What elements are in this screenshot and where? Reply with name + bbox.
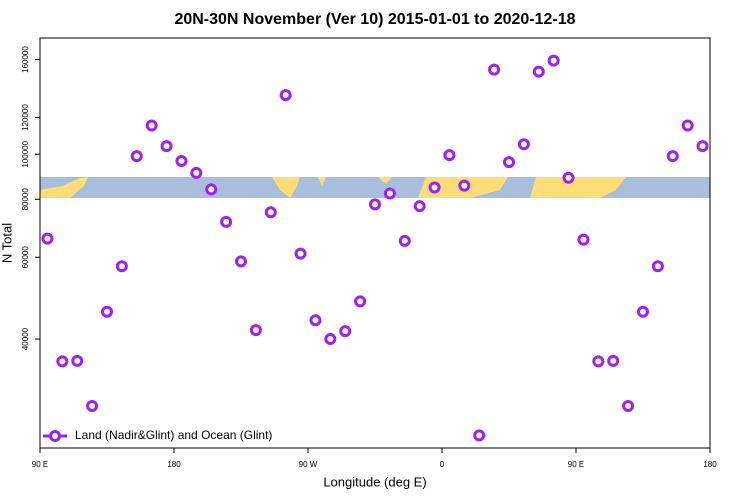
land [318,177,326,186]
point [443,149,456,162]
point [651,260,664,273]
point [190,166,203,179]
point [458,179,471,192]
point [681,119,694,132]
land [378,177,392,184]
point [383,187,396,200]
y-tick-label: 160000 [21,46,30,73]
point [71,354,84,367]
point [622,399,635,412]
y-axis-label: N Total [0,223,14,263]
point [101,305,113,318]
point [339,325,352,338]
x-tick-label: 90 E [568,460,584,469]
point [130,150,143,163]
x-tick-label: 90 W [299,460,318,469]
point [562,171,575,184]
point [517,138,530,151]
point [324,333,337,346]
point [235,255,247,268]
point [249,324,262,337]
point [294,247,307,260]
land [530,177,626,198]
y-tick-label: 40000 [21,327,30,350]
point [413,200,426,213]
point [398,234,411,247]
point [532,65,545,78]
point [354,295,367,308]
x-tick-label: 0 [440,460,445,469]
point [577,233,590,246]
point [56,355,69,368]
x-tick-label: 180 [703,460,717,469]
legend-label: Land (Nadir&Glint) and Ocean (Glint) [75,428,272,442]
y-tick-label: 100000 [21,140,30,167]
y-tick-label: 120000 [21,104,30,131]
point [428,181,441,194]
point [547,54,560,67]
point [503,156,515,169]
x-tick-label: 90 E [32,460,48,469]
point [696,140,709,153]
legend-marker [49,430,61,442]
x-axis-label: Longitude (deg E) [323,474,426,489]
point [279,89,292,102]
point [160,140,173,153]
point [115,260,128,273]
point [607,354,620,367]
plot-frame [39,37,711,449]
point [264,206,277,219]
map-band [40,177,710,198]
point [145,119,158,132]
point [220,215,233,228]
point [473,429,486,442]
point [175,155,188,168]
point [41,232,54,245]
point [666,150,679,163]
point [369,198,381,211]
x-tick-label: 180 [167,460,181,469]
point [592,355,605,368]
point [488,63,501,76]
land [40,177,88,198]
point [309,314,322,327]
chart-title: 20N-30N November (Ver 10) 2015-01-01 to … [174,11,575,28]
y-tick-label: 60000 [21,246,30,269]
land [272,177,300,198]
point [86,399,99,412]
point [637,305,649,318]
y-tick-label: 80000 [21,188,30,211]
point [205,183,218,196]
